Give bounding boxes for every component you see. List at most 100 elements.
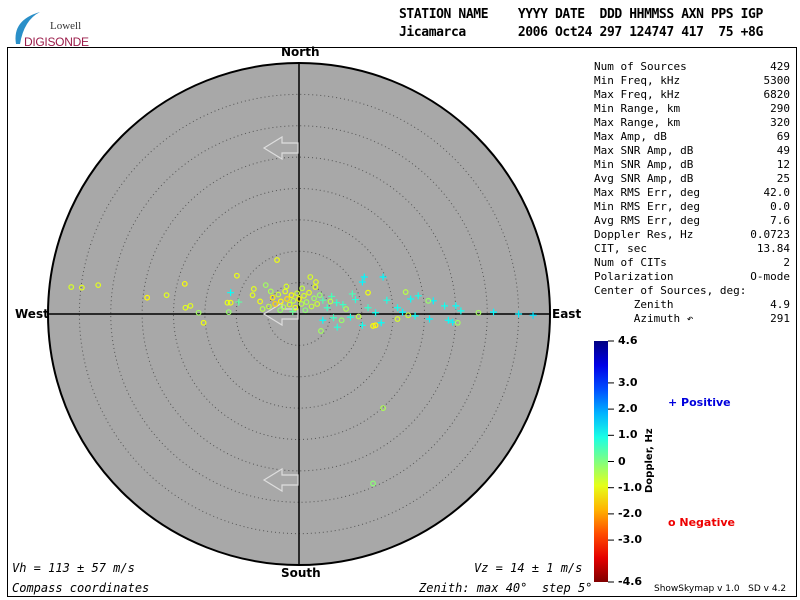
negative-source [277, 307, 284, 314]
stat-label: Min Freq, kHz [594, 74, 681, 87]
stat-value: 69 [776, 130, 790, 143]
stat-row: Doppler Res, Hz 0.0723 [594, 228, 790, 242]
digisonde-logo: Lowell DIGISONDE [10, 8, 90, 49]
stat-value: 12 [776, 158, 790, 171]
circle-icon: o [668, 516, 680, 529]
colorbar-label: Doppler, Hz [644, 428, 655, 493]
negative-source [277, 298, 284, 305]
colorbar-tick-label: -1.0 [618, 480, 643, 494]
negative-source [301, 292, 307, 299]
colorbar-tick-label: 3.0 [618, 375, 638, 389]
plot-frame [7, 47, 797, 597]
legend-positive: + Positive [668, 396, 731, 409]
stat-row: Num of CITs 2 [594, 256, 790, 270]
negative-source [380, 405, 386, 412]
negative-source [144, 294, 151, 301]
negative-source [292, 304, 299, 311]
stat-value: 290 [770, 102, 790, 115]
stat-label: Max Freq, kHz [594, 88, 681, 101]
logo-digisonde: DIGISONDE [24, 35, 89, 49]
negative-source [372, 322, 379, 329]
negative-source [370, 323, 376, 329]
stat-label: Doppler Res, Hz [594, 228, 694, 241]
positive-source [333, 323, 341, 331]
stat-row: Num of Sources 429 [594, 60, 790, 74]
positive-source [441, 302, 449, 310]
stat-row: Polarization O-mode [594, 270, 790, 284]
vertical-velocity: Vz = 14 ± 1 m/s [474, 561, 583, 575]
negative-source [290, 297, 297, 304]
positive-source [379, 273, 387, 281]
coordinate-system: Compass coordinates [12, 581, 150, 595]
stat-label: Zenith [594, 298, 674, 311]
header-values: Jicamarca 2006 Oct24 297 124747 417 75 +… [399, 25, 763, 40]
positive-source [358, 321, 366, 329]
negative-source [195, 309, 202, 316]
stat-label: Avg SNR Amp, dB [594, 172, 694, 185]
stat-value: 4.9 [770, 298, 790, 311]
positive-source [515, 310, 523, 318]
version-info: ShowSkymap v 1.0 SD v 4.2 [654, 584, 787, 594]
negative-source [343, 306, 349, 312]
positive-source [529, 311, 537, 319]
negative-source [259, 306, 266, 312]
negative-source [282, 288, 289, 295]
stat-row: Max Range, km 320 [594, 116, 790, 130]
negative-source [280, 304, 287, 310]
negative-source [311, 295, 317, 302]
stat-value: 2 [783, 256, 790, 269]
negative-source [425, 297, 432, 304]
colorbar-tick-label: -4.6 [618, 575, 643, 588]
stat-row: Azimuth ↶ 291 [594, 312, 790, 326]
positive-source [339, 301, 347, 309]
negative-source [250, 286, 257, 292]
arrow-left-icon [262, 135, 299, 161]
positive-source [346, 313, 354, 321]
frame-top-border [7, 47, 797, 48]
legend-negative: o Negative [668, 516, 735, 529]
negative-source [355, 313, 362, 320]
colorbar [594, 341, 608, 582]
negative-source [286, 301, 293, 308]
negative-source [299, 285, 306, 292]
negative-source [308, 303, 315, 310]
colorbar-tick-label: 2.0 [618, 402, 638, 416]
negative-source [475, 309, 482, 316]
negative-source [275, 291, 282, 298]
stat-value: 25 [776, 172, 790, 185]
negative-source [316, 292, 323, 299]
stat-label: Max RMS Err, deg [594, 186, 700, 199]
negative-source [267, 288, 274, 295]
positive-source [348, 290, 356, 298]
negative-source [224, 299, 231, 306]
compass-east: East [552, 307, 582, 321]
negative-source [257, 298, 263, 305]
negative-source [327, 298, 334, 305]
positive-source [394, 304, 402, 312]
stat-row: Center of Sources, deg: [594, 284, 790, 298]
stat-row: Max SNR Amp, dB 49 [594, 144, 790, 158]
stat-value: 13.84 [756, 242, 790, 255]
positive-source [457, 307, 465, 315]
stat-value: 49 [776, 144, 790, 157]
negative-source [296, 296, 302, 302]
positive-source [323, 304, 331, 312]
stat-value: O-mode [750, 270, 790, 283]
positive-source [377, 319, 385, 327]
stat-row: Max RMS Err, deg 42.0 [594, 186, 790, 200]
negative-source [288, 292, 295, 299]
positive-source [358, 278, 366, 286]
stat-row: Avg SNR Amp, dB 25 [594, 172, 790, 186]
stat-label: Max SNR Amp, dB [594, 144, 694, 157]
negative-source [272, 301, 279, 307]
negative-source [298, 301, 305, 307]
colorbar-tick-label: -3.0 [618, 533, 643, 547]
stat-value: 5300 [763, 74, 791, 87]
positive-source [383, 296, 391, 304]
stat-label: CIT, sec [594, 242, 647, 255]
stat-label: Max Range, km [594, 116, 681, 129]
negative-source [163, 292, 170, 299]
positive-source [289, 307, 297, 315]
positive-source [333, 299, 341, 307]
compass-north: North [281, 45, 320, 59]
